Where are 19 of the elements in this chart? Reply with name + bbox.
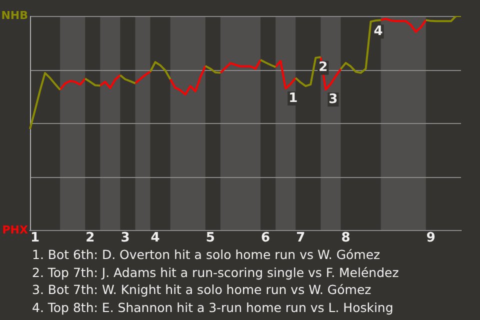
annotation: 4 xyxy=(374,24,383,39)
x-tick-label: 1 xyxy=(30,230,40,246)
x-tick-label: 6 xyxy=(261,230,270,246)
x-tick-label: 7 xyxy=(296,230,306,246)
x-tick-label: 4 xyxy=(150,230,160,246)
x-tick-label: 3 xyxy=(120,230,130,246)
x-tick-label: 8 xyxy=(341,230,350,246)
x-tick-label: 2 xyxy=(86,230,95,246)
text: 2. Top 7th: J. Adams hit a run-scoring single vs F. Meléndez xyxy=(32,264,400,281)
text: PHX xyxy=(2,223,29,236)
text: 3. Bot 7th: W. Knight hit a solo home run vs W. Gómez xyxy=(32,281,372,298)
x-tick-label: 5 xyxy=(206,230,215,246)
x-tick-label: 9 xyxy=(426,230,436,246)
text: NHB xyxy=(1,8,28,22)
annotation: 2 xyxy=(318,60,328,76)
annotation: 1 xyxy=(288,90,298,106)
annotation: 3 xyxy=(328,92,338,107)
text: 4. Top 8th: E. Shannon hit a 3-run home run vs L. Hosking xyxy=(32,298,394,316)
text: 1. Bot 6th: D. Overton hit a solo home run vs W. Gómez xyxy=(32,246,382,264)
